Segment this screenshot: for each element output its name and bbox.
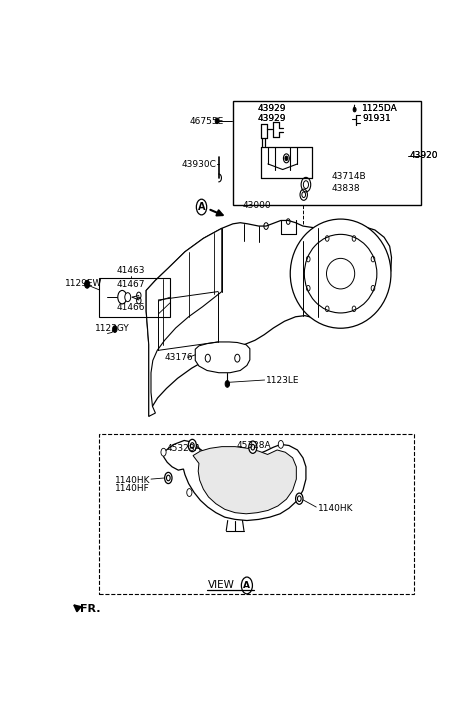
Text: FR.: FR.	[80, 604, 100, 614]
Text: 41466: 41466	[117, 303, 145, 313]
Text: 1123GY: 1123GY	[95, 324, 129, 333]
Ellipse shape	[290, 219, 391, 328]
Text: 43714B: 43714B	[332, 172, 367, 181]
Text: 1123LE: 1123LE	[266, 376, 299, 385]
Bar	[99, 434, 414, 594]
Text: 43930C: 43930C	[181, 160, 216, 169]
Text: 43000: 43000	[242, 201, 271, 210]
Polygon shape	[193, 446, 297, 514]
Circle shape	[187, 489, 192, 497]
Text: VIEW: VIEW	[208, 580, 235, 590]
Circle shape	[118, 291, 127, 304]
Bar	[99, 278, 170, 317]
Circle shape	[285, 156, 288, 161]
Text: 43929: 43929	[258, 104, 286, 113]
Text: 43929: 43929	[258, 113, 286, 123]
Circle shape	[215, 118, 219, 124]
Text: 1125DA: 1125DA	[362, 104, 398, 113]
Text: 41463: 41463	[117, 266, 145, 276]
Circle shape	[278, 441, 283, 449]
Text: 41467: 41467	[117, 281, 145, 289]
Polygon shape	[146, 228, 222, 417]
Text: 43838: 43838	[332, 183, 360, 193]
Text: 1140HK: 1140HK	[318, 504, 353, 513]
Circle shape	[225, 380, 229, 387]
Text: A: A	[198, 202, 205, 212]
Circle shape	[113, 326, 117, 332]
Text: 43176: 43176	[165, 353, 193, 362]
Circle shape	[188, 439, 197, 451]
Circle shape	[296, 493, 303, 505]
Bar	[233, 101, 421, 205]
Text: 45328A: 45328A	[237, 441, 271, 450]
Circle shape	[85, 281, 90, 288]
Polygon shape	[146, 220, 392, 417]
Circle shape	[353, 108, 356, 112]
Text: 91931: 91931	[362, 113, 391, 123]
Text: 1129EW: 1129EW	[65, 278, 102, 288]
Text: 43920: 43920	[410, 151, 438, 160]
Text: 1125DA: 1125DA	[362, 104, 398, 113]
Text: 43920: 43920	[410, 151, 438, 160]
Circle shape	[125, 293, 131, 302]
Text: A: A	[243, 581, 250, 590]
Polygon shape	[195, 342, 250, 373]
Ellipse shape	[327, 258, 355, 289]
Text: 1140HK: 1140HK	[115, 475, 150, 485]
Circle shape	[161, 449, 166, 456]
Circle shape	[249, 441, 257, 454]
Circle shape	[165, 473, 172, 483]
Text: 46755E: 46755E	[190, 118, 224, 126]
Text: 91931: 91931	[362, 113, 391, 123]
Polygon shape	[164, 441, 306, 521]
Text: 43929: 43929	[258, 113, 286, 123]
Text: 1140HF: 1140HF	[115, 484, 149, 493]
Text: 43929: 43929	[258, 104, 286, 113]
Text: 45328A: 45328A	[167, 443, 201, 453]
Circle shape	[297, 495, 302, 502]
